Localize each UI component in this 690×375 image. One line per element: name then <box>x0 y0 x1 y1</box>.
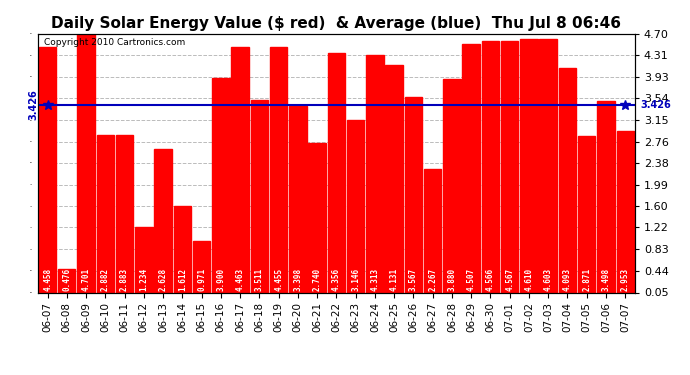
Bar <box>116 135 133 295</box>
Text: 3.146: 3.146 <box>351 268 360 291</box>
Text: 3.426: 3.426 <box>641 100 671 109</box>
Text: 2.628: 2.628 <box>159 268 168 291</box>
Text: 4.093: 4.093 <box>563 268 572 291</box>
Bar <box>443 80 460 295</box>
Text: 4.567: 4.567 <box>505 268 514 291</box>
Text: 4.458: 4.458 <box>43 268 52 291</box>
Bar <box>97 135 114 295</box>
Bar <box>328 53 345 295</box>
Text: 2.740: 2.740 <box>313 268 322 291</box>
Text: 4.455: 4.455 <box>274 268 283 291</box>
Text: 4.313: 4.313 <box>371 268 380 291</box>
Text: 2.883: 2.883 <box>120 268 129 291</box>
Bar <box>462 45 480 295</box>
Text: 4.701: 4.701 <box>81 268 90 291</box>
Title: Daily Solar Energy Value ($ red)  & Average (blue)  Thu Jul 8 06:46: Daily Solar Energy Value ($ red) & Avera… <box>51 16 622 31</box>
Text: 4.356: 4.356 <box>332 268 341 291</box>
Text: 1.612: 1.612 <box>178 268 187 291</box>
Bar <box>501 41 518 295</box>
Bar <box>39 47 57 295</box>
Bar <box>578 135 595 295</box>
Bar <box>482 41 499 295</box>
Text: 1.234: 1.234 <box>139 268 148 291</box>
Text: 3.511: 3.511 <box>255 268 264 291</box>
Bar <box>616 131 634 295</box>
Bar <box>559 68 576 295</box>
Text: 3.426: 3.426 <box>28 89 38 120</box>
Bar <box>250 100 268 295</box>
Bar <box>308 143 326 295</box>
Bar <box>386 65 403 295</box>
Bar <box>174 206 191 295</box>
Text: 4.566: 4.566 <box>486 268 495 291</box>
Bar <box>135 226 152 295</box>
Text: 3.398: 3.398 <box>293 268 302 291</box>
Text: 4.131: 4.131 <box>390 268 399 291</box>
Text: 3.900: 3.900 <box>217 268 226 291</box>
Bar <box>598 100 615 295</box>
Bar <box>213 78 230 295</box>
Bar <box>270 47 287 295</box>
Text: 4.603: 4.603 <box>544 268 553 291</box>
Bar <box>424 169 442 295</box>
Bar <box>289 106 306 295</box>
Text: Copyright 2010 Cartronics.com: Copyright 2010 Cartronics.com <box>44 38 185 46</box>
Bar <box>366 55 384 295</box>
Text: 4.507: 4.507 <box>466 268 475 291</box>
Bar <box>540 39 557 295</box>
Text: 4.463: 4.463 <box>235 268 245 291</box>
Bar <box>520 39 538 295</box>
Bar <box>347 120 364 295</box>
Bar <box>405 97 422 295</box>
Bar <box>231 47 249 295</box>
Text: 3.498: 3.498 <box>602 268 611 291</box>
Bar <box>155 149 172 295</box>
Bar <box>77 34 95 295</box>
Text: 3.567: 3.567 <box>409 268 418 291</box>
Text: 2.267: 2.267 <box>428 268 437 291</box>
Bar <box>193 241 210 295</box>
Text: 4.610: 4.610 <box>524 268 533 291</box>
Bar <box>58 269 75 295</box>
Text: 0.971: 0.971 <box>197 268 206 291</box>
Text: 2.953: 2.953 <box>621 268 630 291</box>
Text: 2.871: 2.871 <box>582 268 591 291</box>
Text: 2.882: 2.882 <box>101 268 110 291</box>
Text: 3.880: 3.880 <box>447 268 456 291</box>
Text: 0.476: 0.476 <box>62 268 71 291</box>
